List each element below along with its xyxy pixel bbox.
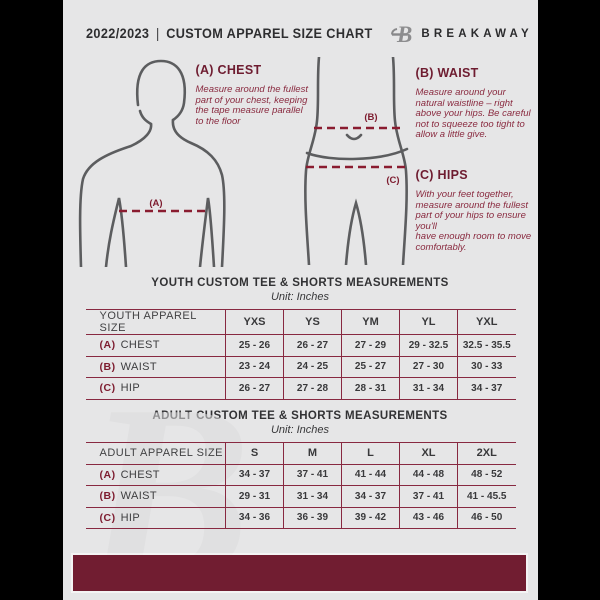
youth-size-col: YXL <box>457 309 516 335</box>
row-label: HIP <box>120 382 141 395</box>
chest-guide: (A) CHEST Measure around the fullest par… <box>196 63 312 127</box>
adult-size-table: ADULT APPAREL SIZE S M L XL 2XL (A) CHEST… <box>85 442 516 529</box>
brand-name: BREAKAWAY <box>421 27 533 40</box>
table-row: (B) WAIST 23 - 24 24 - 25 25 - 27 27 - 30… <box>85 355 516 378</box>
header: 2022/2023 | CUSTOM APPAREL SIZE CHART B BR… <box>86 20 529 47</box>
table-row: (C) HIP 34 - 36 36 - 39 39 - 42 43 - 46 4… <box>85 506 516 529</box>
adult-size-col: XL <box>399 442 458 465</box>
cell: 41 - 45.5 <box>457 485 516 508</box>
adult-size-col: M <box>283 442 342 465</box>
size-chart-page: 2022/2023 | CUSTOM APPAREL SIZE CHART B BR… <box>62 0 538 600</box>
youth-size-col: YS <box>283 309 342 335</box>
row-key: (B) <box>99 490 116 503</box>
cell: 34 - 37 <box>341 485 400 508</box>
cell: 43 - 46 <box>399 506 458 529</box>
youth-size-col: YXS <box>225 309 284 335</box>
cell: 44 - 48 <box>399 463 458 486</box>
row-key: (C) <box>99 511 116 524</box>
waist-guide: (B) WAIST Measure around your natural wa… <box>416 66 534 141</box>
youth-size-table: YOUTH APPAREL SIZE YXS YS YM YL YXL (A) C… <box>85 309 516 400</box>
cell: 26 - 27 <box>225 377 284 400</box>
table-row: (B) WAIST 29 - 31 31 - 34 34 - 37 37 - 41… <box>85 485 516 508</box>
cell: 24 - 25 <box>283 355 342 378</box>
adult-section-title: ADULT CUSTOM TEE & SHORTS MEASUREMENTS <box>152 410 448 422</box>
cell: 37 - 41 <box>283 463 342 486</box>
cell: 34 - 37 <box>225 463 284 486</box>
page-title: 2022/2023 | CUSTOM APPAREL SIZE CHART <box>86 26 373 41</box>
cell: 25 - 26 <box>225 334 284 357</box>
cell: 32.5 - 35.5 <box>457 334 516 357</box>
cell: 31 - 34 <box>399 377 458 400</box>
adult-size-col: S <box>225 442 284 465</box>
row-label: HIP <box>120 511 141 524</box>
adult-table-header-row: ADULT APPAREL SIZE S M L XL 2XL <box>85 442 516 465</box>
youth-size-col: YM <box>341 309 400 335</box>
cell: 30 - 33 <box>457 355 516 378</box>
adult-size-col: 2XL <box>457 442 516 465</box>
cell: 23 - 24 <box>225 355 284 378</box>
breakaway-logo-icon: B <box>391 22 413 47</box>
cell: 48 - 52 <box>457 463 516 486</box>
table-row: (A) CHEST 34 - 37 37 - 41 41 - 44 44 - 48… <box>85 463 516 486</box>
cell: 27 - 28 <box>283 377 342 400</box>
hips-guide-body: With your feet together, measure around … <box>415 189 532 253</box>
waist-guide-body: Measure around your natural waistline – … <box>415 87 531 141</box>
youth-section-title: YOUTH CUSTOM TEE & SHORTS MEASUREMENTS <box>151 277 449 289</box>
cell: 31 - 34 <box>283 485 342 508</box>
cell: 25 - 27 <box>341 355 400 378</box>
cell: 27 - 30 <box>399 355 458 378</box>
cell: 26 - 27 <box>283 334 342 357</box>
row-label: WAIST <box>120 490 158 503</box>
cell: 27 - 29 <box>341 334 400 357</box>
cell: 29 - 31 <box>225 485 284 508</box>
torso-figure-diagram: (A) <box>78 59 226 267</box>
chest-guide-body: Measure around the fullest part of your … <box>195 84 308 127</box>
cell: 39 - 42 <box>341 506 400 529</box>
cell: 41 - 44 <box>341 463 400 486</box>
youth-unit-label: Unit: Inches <box>270 291 330 303</box>
row-label: WAIST <box>120 360 158 373</box>
youth-size-label: YOUTH APPAREL SIZE <box>85 309 226 335</box>
hips-guide-heading: (C) HIPS <box>415 168 468 182</box>
row-key: (C) <box>99 382 116 395</box>
cell: 36 - 39 <box>283 506 342 529</box>
row-key: (B) <box>99 360 116 373</box>
row-key: (A) <box>99 339 116 352</box>
cell: 29 - 32.5 <box>399 334 458 357</box>
header-separator: | <box>155 26 160 41</box>
adult-size-label: ADULT APPAREL SIZE <box>85 442 226 465</box>
adult-unit-label: Unit: Inches <box>270 424 330 436</box>
hips-guide: (C) HIPS With your feet together, measur… <box>416 168 536 254</box>
header-year: 2022/2023 <box>85 26 149 41</box>
waist-marker-label: (B) <box>364 112 377 123</box>
cell: 37 - 41 <box>399 485 458 508</box>
header-title-text: CUSTOM APPAREL SIZE CHART <box>165 26 373 41</box>
brand-lockup: B BREAKAWAY <box>390 20 533 47</box>
row-label: CHEST <box>120 339 160 352</box>
hips-marker-label: (C) <box>386 175 399 186</box>
chest-marker-label: (A) <box>149 198 162 209</box>
table-row: (C) HIP 26 - 27 27 - 28 28 - 31 31 - 34 3… <box>85 377 516 400</box>
waist-guide-heading: (B) WAIST <box>415 66 479 80</box>
cell: 34 - 37 <box>457 377 516 400</box>
cell: 34 - 36 <box>225 506 284 529</box>
lower-body-figure-diagram: (B) (C) <box>303 57 408 265</box>
row-key: (A) <box>99 468 116 481</box>
chest-guide-heading: (A) CHEST <box>195 63 262 77</box>
svg-text:B: B <box>396 22 412 47</box>
table-row: (A) CHEST 25 - 26 26 - 27 27 - 29 29 - 32… <box>85 334 516 357</box>
footer-accent-band <box>70 553 528 593</box>
youth-table-header-row: YOUTH APPAREL SIZE YXS YS YM YL YXL <box>85 309 516 335</box>
row-label: CHEST <box>120 468 160 481</box>
cell: 46 - 50 <box>457 506 516 529</box>
cell: 28 - 31 <box>341 377 400 400</box>
adult-size-col: L <box>341 442 400 465</box>
youth-size-col: YL <box>399 309 458 335</box>
